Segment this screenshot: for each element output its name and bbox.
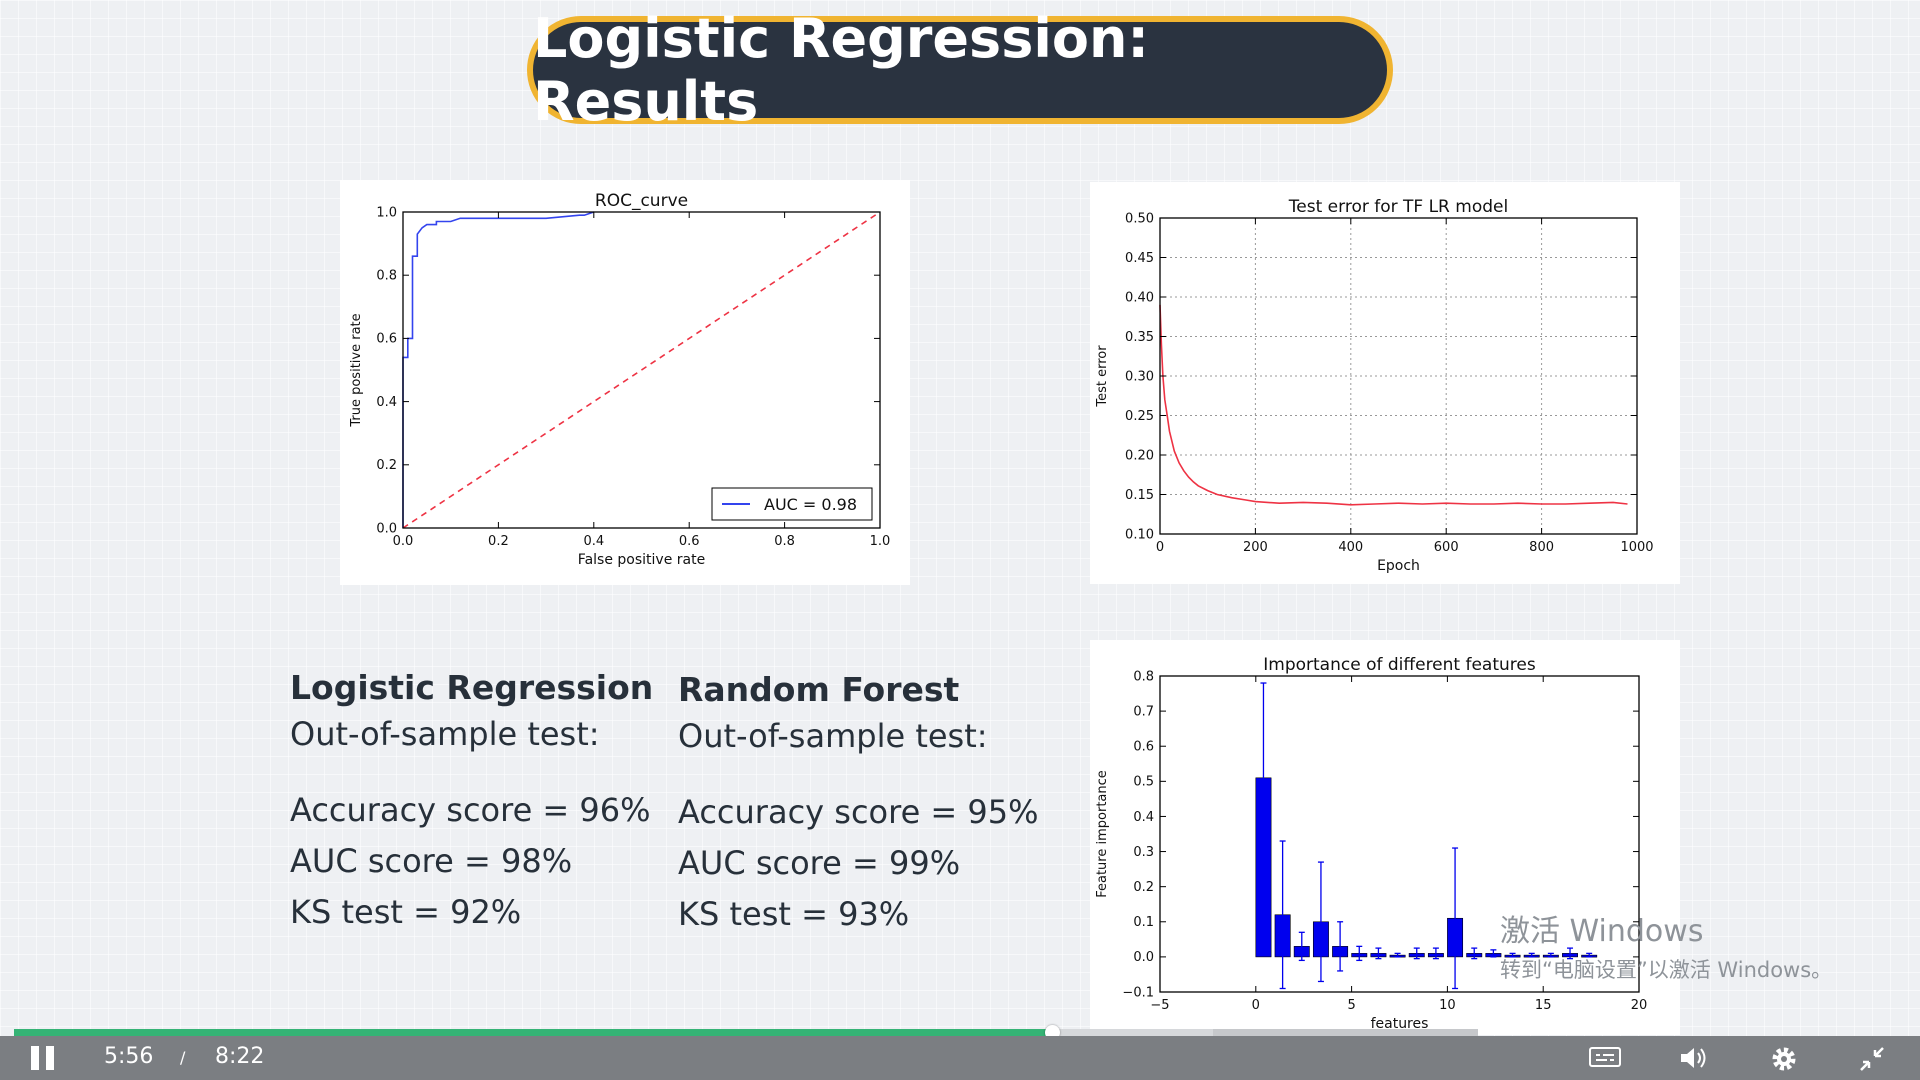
chart-title: ROC_curve	[595, 191, 688, 211]
x-tick-label: 200	[1243, 540, 1268, 555]
roc-chart: 0.0 0.2 0.4 0.6 0.8 1.0 0.0 0.2 0.4 0.6 0.8 1.0 ROC_…	[340, 180, 910, 585]
chart-svg: 0.0 0.2 0.4 0.6 0.8 1.0 0.0 0.2 0.4 0.6 0.8 1.0 ROC_…	[349, 191, 891, 568]
series-line-0	[402, 211, 595, 528]
y-tick-label: 0.15	[1125, 488, 1154, 503]
x-tick-label: 1.0	[870, 534, 891, 549]
x-axis-label: Epoch	[1377, 558, 1420, 574]
y-tick-label: 0.3	[1133, 845, 1154, 860]
y-tick-label: 0.4	[1133, 810, 1154, 825]
y-tick-label: 0.2	[1133, 880, 1154, 895]
x-tick-label: 0.6	[679, 534, 700, 549]
exit-fullscreen-icon[interactable]	[1858, 1045, 1886, 1077]
y-tick-label: 0.0	[376, 521, 397, 536]
plot-frame	[1159, 675, 1640, 993]
y-tick-label: 0.0	[1133, 950, 1154, 965]
legend-label: AUC = 0.98	[764, 495, 857, 514]
video-control-bar: 5:56 / 8:22	[0, 1036, 1920, 1080]
y-tick-label: 0.20	[1125, 448, 1154, 463]
plot-frame	[402, 211, 881, 529]
lr-auc: AUC score = 98%	[290, 842, 573, 880]
y-tick-label: 0.6	[1133, 740, 1154, 755]
y-tick-label: 0.5	[1133, 775, 1154, 790]
y-tick-label: 0.4	[376, 395, 397, 410]
gear-icon[interactable]	[1770, 1045, 1798, 1077]
x-tick-label: 20	[1631, 998, 1648, 1013]
progress-played	[14, 1029, 1052, 1036]
lr-heading: Logistic Regression	[290, 668, 654, 707]
rf-heading: Random Forest	[678, 670, 960, 709]
y-tick-label: 0.30	[1125, 369, 1154, 384]
slide-title: Logistic Regression: Results	[527, 7, 1393, 133]
rf-accuracy: Accuracy score = 95%	[678, 793, 1039, 831]
x-tick-label: 600	[1434, 540, 1459, 555]
rf-subheading: Out-of-sample test:	[678, 717, 988, 755]
y-tick-label: 0.6	[376, 332, 397, 347]
watermark-line2: 转到“电脑设置”以激活 Windows。	[1500, 958, 1833, 982]
x-tick-label: 0.8	[774, 534, 795, 549]
x-tick-label: 0.4	[583, 534, 604, 549]
x-axis-label: False positive rate	[578, 552, 705, 568]
y-tick-label: 0.35	[1125, 330, 1154, 345]
pause-icon[interactable]	[28, 1044, 58, 1076]
x-tick-label: 800	[1529, 540, 1554, 555]
time-separator: /	[180, 1048, 186, 1067]
captions-icon[interactable]	[1588, 1045, 1622, 1075]
chart-title: Importance of different features	[1263, 655, 1536, 675]
x-tick-label: 400	[1338, 540, 1363, 555]
chart-title: Test error for TF LR model	[1288, 197, 1508, 217]
duration: 8:22	[215, 1044, 265, 1069]
rf-results: Random Forest Out-of-sample test: Accura…	[678, 670, 1039, 946]
y-tick-label: 0.50	[1125, 211, 1154, 226]
feature-importance-chart: −5 0 5 10 15 20 −0.1 0.0 0.1 0.2 0.3 0.4 0.5 0.6 0.7 0.…	[1090, 640, 1680, 1035]
x-tick-label: −5	[1150, 998, 1169, 1013]
current-time: 5:56	[104, 1044, 154, 1069]
chart-svg: −5 0 5 10 15 20 −0.1 0.0 0.1 0.2 0.3 0.4 0.5 0.6 0.7 0.…	[1095, 655, 1648, 1032]
y-tick-label: 0.2	[376, 458, 397, 473]
x-tick-label: 1000	[1620, 540, 1653, 555]
y-tick-label: 0.8	[1133, 669, 1154, 684]
x-tick-label: 10	[1439, 998, 1456, 1013]
lr-subheading: Out-of-sample test:	[290, 715, 600, 753]
y-tick-label: 0.40	[1125, 290, 1154, 305]
y-tick-label: 1.0	[376, 205, 397, 220]
y-tick-label: 0.7	[1133, 704, 1154, 719]
x-tick-label: 15	[1535, 998, 1552, 1013]
volume-icon[interactable]	[1678, 1045, 1712, 1075]
x-axis-label: features	[1371, 1016, 1429, 1032]
rf-auc: AUC score = 99%	[678, 844, 961, 882]
lr-results: Logistic Regression Out-of-sample test: …	[290, 668, 653, 944]
y-tick-label: 0.45	[1125, 251, 1154, 266]
x-tick-label: 0	[1252, 998, 1260, 1013]
y-tick-label: 0.25	[1125, 409, 1154, 424]
rf-ks: KS test = 93%	[678, 895, 910, 933]
test-error-chart: 0 200 400 600 800 1000 0.10 0.15 0.20 0.25 0.30 0.3…	[1090, 182, 1680, 584]
series-line-1	[402, 211, 881, 529]
windows-activation-watermark: 激活 Windows 转到“电脑设置”以激活 Windows。	[1500, 906, 1832, 984]
y-axis-label: Test error	[1095, 345, 1110, 408]
x-tick-label: 0.0	[393, 534, 414, 549]
video-progress-bar[interactable]	[14, 1025, 1478, 1040]
lr-ks: KS test = 92%	[290, 893, 522, 931]
y-tick-label: 0.10	[1125, 527, 1154, 542]
y-tick-label: 0.8	[376, 269, 397, 284]
y-axis-label: True positive rate	[349, 313, 364, 427]
x-tick-label: 0.2	[488, 534, 509, 549]
y-tick-label: −0.1	[1122, 985, 1154, 1000]
x-tick-label: 0	[1156, 540, 1164, 555]
lr-accuracy: Accuracy score = 96%	[290, 791, 651, 829]
series-line-0	[1159, 304, 1628, 506]
watermark-line1: 激活 Windows	[1500, 914, 1704, 949]
chart-svg: 0 200 400 600 800 1000 0.10 0.15 0.20 0.25 0.30 0.3…	[1095, 197, 1654, 574]
x-tick-label: 5	[1347, 998, 1355, 1013]
y-tick-label: 0.1	[1133, 915, 1154, 930]
y-axis-label: Feature importance	[1095, 770, 1110, 898]
